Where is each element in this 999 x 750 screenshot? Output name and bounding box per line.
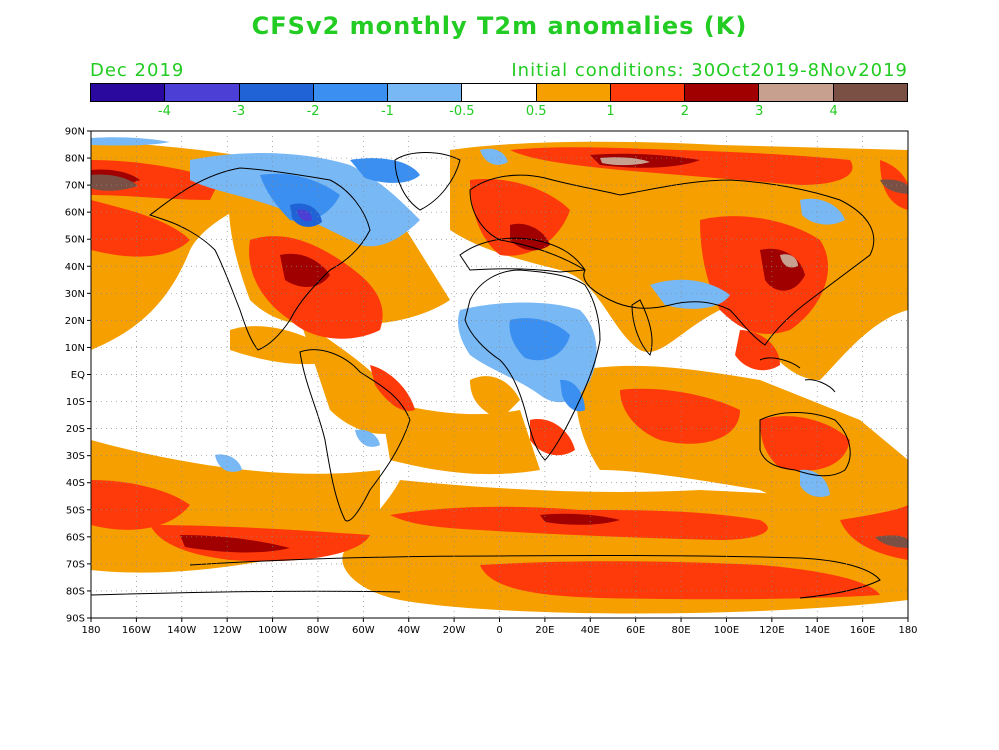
valid-month-label: Dec 2019 (90, 60, 185, 81)
latitude-label: 20N (65, 316, 85, 327)
longitude-label: 140W (167, 625, 196, 636)
latitude-labels: 90N 80N 70N 60N 50N 40N 30N 20N 10N EQ 10S 20S 30S 40… (65, 127, 85, 625)
colorbar-tick-label: -3 (232, 104, 246, 119)
colorbar-segment (610, 84, 686, 101)
longitude-labels: 180 160W 140W 120W 100W 80W 60W 40W 20W 0 20E 40E 60… (81, 625, 917, 636)
anomaly-field (91, 131, 908, 618)
latitude-label: 90S (66, 614, 85, 625)
latitude-label: 30N (65, 289, 85, 300)
longitude-label: 100W (258, 625, 287, 636)
colorbar-tick-label: 4 (829, 104, 838, 119)
latitude-label: 40S (66, 478, 85, 489)
colorbar-segment (833, 84, 907, 101)
latitude-label: 50S (66, 505, 85, 516)
colorbar-segment (536, 84, 611, 101)
colorbar-tick-label: 1 (606, 104, 615, 119)
longitude-label: 180 (898, 625, 917, 636)
map-title: CFSv2 monthly T2m anomalies (K) (251, 12, 748, 40)
longitude-label: 160E (850, 625, 875, 636)
axis-ticks (87, 130, 909, 622)
latitude-label: 10N (65, 343, 85, 354)
colorbar-segment (388, 84, 463, 101)
latitude-label: 60S (66, 532, 85, 543)
longitude-label: 0 (496, 625, 502, 636)
longitude-label: 20E (535, 625, 554, 636)
longitude-label: 160W (122, 625, 151, 636)
longitude-label: 80W (307, 625, 330, 636)
latitude-label: 70N (65, 181, 85, 192)
longitude-label: 60W (352, 625, 375, 636)
latitude-label: 80N (65, 154, 85, 165)
longitude-label: 40E (581, 625, 600, 636)
colorbar-segment (685, 84, 760, 101)
colorbar-tick-label: 3 (755, 104, 764, 119)
latitude-label: 60N (65, 208, 85, 219)
latitude-label: 90N (65, 127, 85, 138)
latitude-label: 20S (66, 424, 85, 435)
colorbar-tick-label: 0.5 (525, 104, 547, 119)
colorbar-segment (759, 84, 834, 101)
colorbar-tick-label: -1 (380, 104, 394, 119)
colorbar-segment (165, 84, 240, 101)
colorbar-segment (313, 84, 389, 101)
latitude-label: 50N (65, 235, 85, 246)
initial-conditions-label: Initial conditions: 30Oct2019-8Nov2019 (511, 60, 908, 81)
longitude-label: 100E (714, 625, 739, 636)
color-legend-bar (90, 83, 908, 102)
latitude-label: 30S (66, 451, 85, 462)
colorbar-tick-label: -4 (157, 104, 171, 119)
longitude-label: 20W (443, 625, 466, 636)
coastlines (91, 152, 881, 599)
longitude-label: 140E (805, 625, 830, 636)
anomaly-band-cool (91, 137, 845, 497)
colorbar-segment (462, 84, 537, 101)
colorbar-tick-label: -0.5 (449, 104, 475, 119)
longitude-label: 60E (626, 625, 645, 636)
graticule (91, 131, 908, 618)
latitude-label: EQ (71, 370, 85, 381)
colorbar-tick-label: 2 (680, 104, 690, 119)
colorbar-tick-label: -2 (306, 104, 320, 119)
longitude-label: 120W (213, 625, 242, 636)
colorbar-segment (91, 84, 166, 101)
latitude-label: 80S (66, 586, 85, 597)
longitude-label: 80E (672, 625, 691, 636)
latitude-label: 40N (65, 262, 85, 273)
longitude-label: 40W (397, 625, 420, 636)
longitude-label: 120E (759, 625, 784, 636)
anomaly-band-extreme (91, 157, 908, 548)
longitude-label: 180 (81, 625, 100, 636)
latitude-label: 10S (66, 397, 85, 408)
latitude-label: 70S (66, 559, 85, 570)
colorbar-segment (239, 84, 314, 101)
